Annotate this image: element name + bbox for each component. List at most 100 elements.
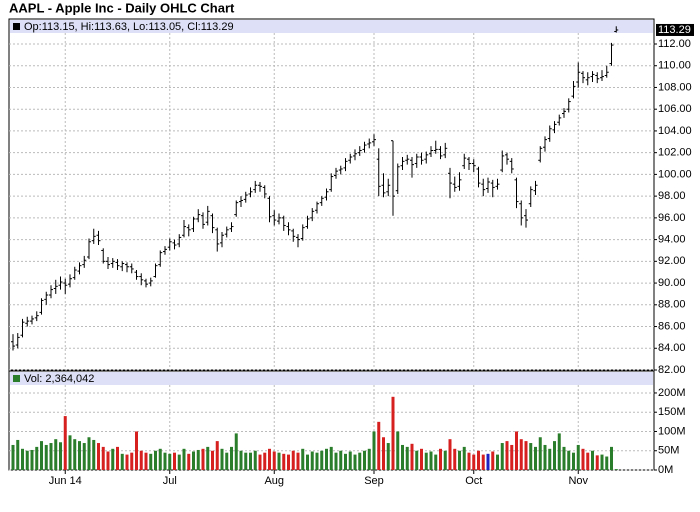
volume-bar xyxy=(73,439,77,470)
volume-bar xyxy=(30,449,34,470)
volume-bar xyxy=(382,437,385,470)
volume-bar xyxy=(168,453,172,470)
volume-bar xyxy=(572,452,575,470)
volume-bar xyxy=(225,452,229,470)
y-tick-label: 108.00 xyxy=(658,81,692,93)
volume-bar xyxy=(401,444,404,470)
volume-bar xyxy=(567,450,571,470)
volume-bar xyxy=(230,446,233,470)
last-close-box xyxy=(656,23,694,36)
x-tick-label: Nov xyxy=(568,475,588,487)
x-tick-label: Oct xyxy=(465,475,482,487)
volume-bar xyxy=(63,416,67,470)
y-tick-label: 90.00 xyxy=(658,277,686,289)
volume-bar xyxy=(158,448,162,470)
volume-bar xyxy=(310,451,314,470)
volume-bar xyxy=(534,446,537,470)
x-tick-label: Jun 14 xyxy=(49,475,82,487)
y-tick-label: 200M xyxy=(658,387,686,399)
volume-bar xyxy=(249,452,252,470)
volume-bar xyxy=(296,452,300,470)
volume-bar xyxy=(139,450,143,470)
volume-bar xyxy=(234,433,238,470)
volume-bar xyxy=(144,452,148,470)
volume-bar xyxy=(434,454,438,470)
volume-bar xyxy=(505,441,509,470)
volume-bar xyxy=(92,439,96,470)
volume-bar xyxy=(40,441,43,470)
volume-bar xyxy=(529,443,533,470)
volume-bar xyxy=(557,433,561,470)
y-tick-label: 100M xyxy=(658,425,686,437)
volume-bar xyxy=(149,453,153,470)
volume-bar xyxy=(595,455,599,470)
volume-bar xyxy=(605,456,609,470)
volume-bar xyxy=(391,396,395,470)
volume-bar xyxy=(467,452,471,470)
volume-bar xyxy=(277,452,281,470)
volume-bar xyxy=(462,446,466,470)
volume-bar xyxy=(44,444,48,470)
volume-bar xyxy=(320,450,324,470)
volume-bar xyxy=(111,448,115,470)
volume-bar xyxy=(306,454,309,470)
volume-bar xyxy=(443,450,447,470)
volume-bar xyxy=(358,452,362,470)
volume-bar xyxy=(182,448,186,470)
volume-bar xyxy=(106,451,110,470)
volume-bar xyxy=(97,443,100,470)
volume-bar xyxy=(353,454,357,470)
y-tick-label: 104.00 xyxy=(658,125,692,137)
price-info-bar xyxy=(10,20,653,33)
y-tick-label: 92.00 xyxy=(658,255,686,267)
volume-bar xyxy=(367,448,371,470)
volume-bar xyxy=(130,452,134,470)
volume-bar xyxy=(420,448,423,470)
y-tick-label: 110.00 xyxy=(658,60,691,72)
volume-bar xyxy=(211,450,214,470)
x-tick-label: Aug xyxy=(264,475,284,487)
volume-bar xyxy=(543,444,547,470)
y-tick-label: 98.00 xyxy=(658,190,686,202)
y-tick-label: 88.00 xyxy=(658,299,686,311)
y-tick-label: 50M xyxy=(658,445,679,457)
y-tick-label: 84.00 xyxy=(658,342,686,354)
volume-bar xyxy=(515,431,518,470)
volume-bar xyxy=(591,450,594,470)
volume-bar xyxy=(610,446,613,470)
volume-bar xyxy=(486,453,490,470)
volume-bar xyxy=(87,437,91,470)
volume-bar xyxy=(348,451,352,470)
volume-bar xyxy=(519,439,523,470)
volume-bar xyxy=(25,450,29,470)
volume-bar xyxy=(491,451,495,470)
y-tick-label: 106.00 xyxy=(658,103,692,115)
y-tick-label: 94.00 xyxy=(658,234,686,246)
volume-bar xyxy=(220,448,224,470)
volume-bar xyxy=(244,452,248,470)
volume-bar xyxy=(177,454,181,470)
volume-bar xyxy=(163,452,167,470)
volume-bar xyxy=(600,454,604,470)
volume-info: Vol: 2,364,042 xyxy=(24,373,94,385)
volume-bar xyxy=(258,454,262,470)
volume-bar xyxy=(135,431,138,470)
volume-bar xyxy=(458,450,461,470)
volume-bar xyxy=(405,446,409,470)
volume-bar xyxy=(581,448,585,470)
volume-bar xyxy=(363,450,366,470)
volume-bar xyxy=(291,450,295,470)
volume-bar xyxy=(562,446,566,470)
volume-bar xyxy=(315,452,319,470)
y-tick-label: 96.00 xyxy=(658,212,686,224)
volume-bar xyxy=(339,450,343,470)
volume-bar xyxy=(477,450,480,470)
volume-bar xyxy=(206,446,210,470)
volume-bar xyxy=(154,450,157,470)
volume-bar xyxy=(396,431,400,470)
volume-bar xyxy=(301,448,305,470)
y-tick-label: 112.00 xyxy=(658,38,691,50)
volume-bar xyxy=(372,431,376,470)
volume-bar xyxy=(287,454,290,470)
